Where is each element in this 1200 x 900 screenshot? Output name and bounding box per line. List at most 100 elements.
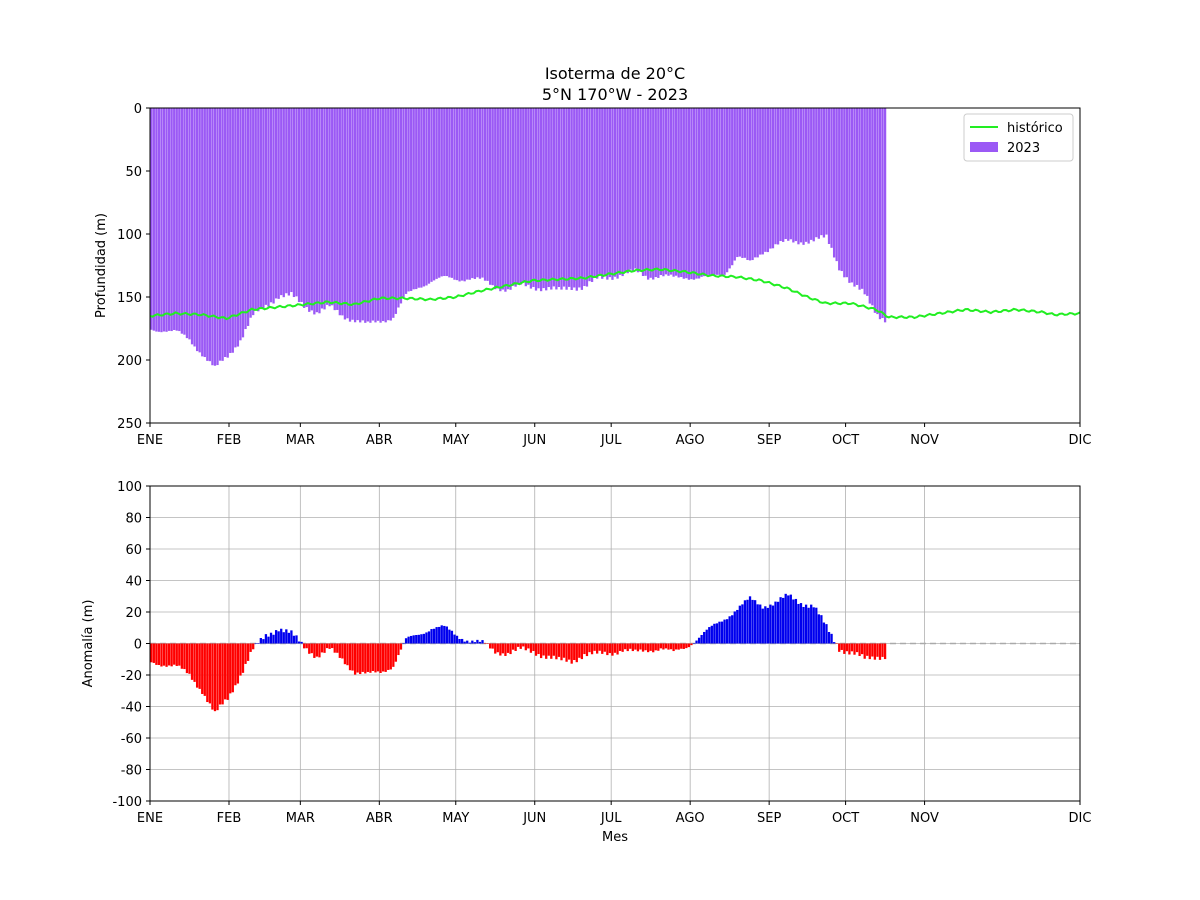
anomaly-bar-positive — [741, 604, 744, 644]
anomaly-bar-positive — [425, 632, 428, 644]
depth-bar — [703, 108, 706, 277]
depth-bar — [718, 108, 721, 275]
depth-bar — [224, 108, 227, 357]
depth-bar — [506, 108, 510, 290]
depth-bar — [188, 108, 191, 340]
depth-bar — [868, 108, 871, 304]
anomaly-xtick-label: OCT — [832, 811, 859, 826]
anomaly-bar-negative — [384, 643, 387, 672]
depth-bar — [861, 108, 864, 289]
anomaly-bar-negative — [672, 643, 675, 652]
anomaly-bar-positive — [458, 639, 461, 644]
depth-bar — [183, 108, 186, 335]
depth-bar — [690, 108, 693, 280]
depth-bar — [580, 108, 584, 290]
anomaly-bar-negative — [491, 643, 494, 649]
anomaly-bar-negative — [206, 643, 209, 703]
anomaly-bar-positive — [708, 627, 711, 644]
anomaly-bar-negative — [389, 643, 392, 670]
anomaly-bar-positive — [764, 606, 767, 644]
depth-bar — [226, 108, 229, 358]
anomaly-bar-positive — [792, 599, 795, 644]
depth-bar — [394, 108, 398, 314]
depth-bar — [295, 108, 298, 297]
anomaly-bar-positive — [769, 604, 772, 644]
anomaly-bar-negative — [634, 643, 637, 650]
depth-bar — [305, 108, 308, 308]
depth-bar — [201, 108, 204, 357]
anomaly-bar-negative — [557, 643, 561, 657]
depth-bar — [680, 108, 683, 278]
anomaly-bar-positive — [272, 634, 275, 644]
anomaly-bar-positive — [820, 615, 823, 644]
anomaly-bar-positive — [460, 638, 464, 644]
anomaly-bar-negative — [542, 643, 545, 656]
depth-bar — [748, 108, 752, 261]
depth-bar — [152, 108, 155, 331]
depth-bar — [659, 108, 663, 276]
anomaly-bar-negative — [517, 643, 520, 647]
anomaly-bar-positive — [720, 621, 724, 644]
anomaly-bar-negative — [211, 643, 214, 710]
depth-bar — [180, 108, 183, 334]
depth-bar — [491, 108, 494, 286]
anomaly-bar-negative — [522, 643, 525, 647]
anomaly-bar-negative — [570, 643, 573, 664]
anomaly-bar-positive — [822, 622, 826, 644]
depth-xtick-label: SEP — [757, 433, 781, 448]
anomaly-bar-negative — [185, 643, 189, 674]
depth-bar — [369, 108, 372, 323]
anomaly-bar-positive — [417, 634, 420, 644]
depth-bar — [473, 108, 477, 279]
anomaly-bar-negative — [524, 643, 527, 651]
depth-bar — [863, 108, 866, 295]
anomaly-xtick-label: ENE — [137, 811, 163, 826]
depth-bar — [308, 108, 311, 312]
depth-bar — [211, 108, 214, 366]
anomaly-bar-positive — [476, 639, 479, 644]
anomaly-bar-negative — [580, 643, 584, 660]
depth-bar — [379, 108, 382, 323]
anomaly-bar-positive — [779, 597, 782, 644]
anomaly-bar-positive — [776, 601, 780, 644]
depth-bar — [866, 108, 869, 296]
anomaly-bar-positive — [810, 604, 813, 644]
anomaly-bar-negative — [208, 643, 212, 704]
depth-bar — [162, 108, 166, 332]
depth-bar — [687, 108, 691, 280]
depth-bar — [743, 108, 747, 258]
depth-bar — [567, 108, 571, 287]
anomaly-bar-positive — [736, 609, 739, 644]
depth-bar — [371, 108, 375, 321]
anomaly-bar-positive — [807, 607, 810, 644]
depth-bar — [325, 108, 329, 305]
depth-bar — [649, 108, 652, 278]
anomaly-bar-negative — [152, 643, 155, 663]
depth-bar — [387, 108, 390, 321]
depth-bar — [713, 108, 716, 275]
anomaly-bar-positive — [420, 634, 423, 644]
anomaly-bar-negative — [198, 643, 201, 689]
anomaly-bar-negative — [573, 643, 576, 661]
anomaly-bar-positive — [700, 634, 703, 644]
depth-bar — [641, 108, 645, 276]
anomaly-bar-positive — [290, 630, 293, 644]
anomaly-bar-positive — [402, 643, 405, 644]
anomaly-bar-positive — [746, 599, 749, 644]
anomaly-xtick-label: FEB — [217, 811, 242, 826]
depth-bar — [822, 108, 826, 238]
anomaly-panel: -100 -80 -60 -40 -20 0 20 40 60 80 100 ENE FEB MAR ABR… — [81, 480, 1091, 845]
anomaly-bar-negative — [236, 643, 240, 684]
anomaly-bar-negative — [315, 643, 319, 657]
depth-bar — [213, 108, 217, 366]
anomaly-xtick-label: ABR — [366, 811, 393, 826]
depth-bar — [389, 108, 392, 321]
anomaly-ytick-label: 80 — [125, 512, 142, 527]
depth-bar — [578, 108, 581, 288]
anomaly-bar-negative — [310, 643, 313, 654]
anomaly-bar-negative — [675, 643, 678, 650]
depth-bar — [282, 108, 285, 298]
anomaly-bar-negative — [527, 643, 530, 649]
anomaly-bar-positive — [435, 627, 438, 644]
anomaly-bar-positive — [285, 629, 288, 644]
